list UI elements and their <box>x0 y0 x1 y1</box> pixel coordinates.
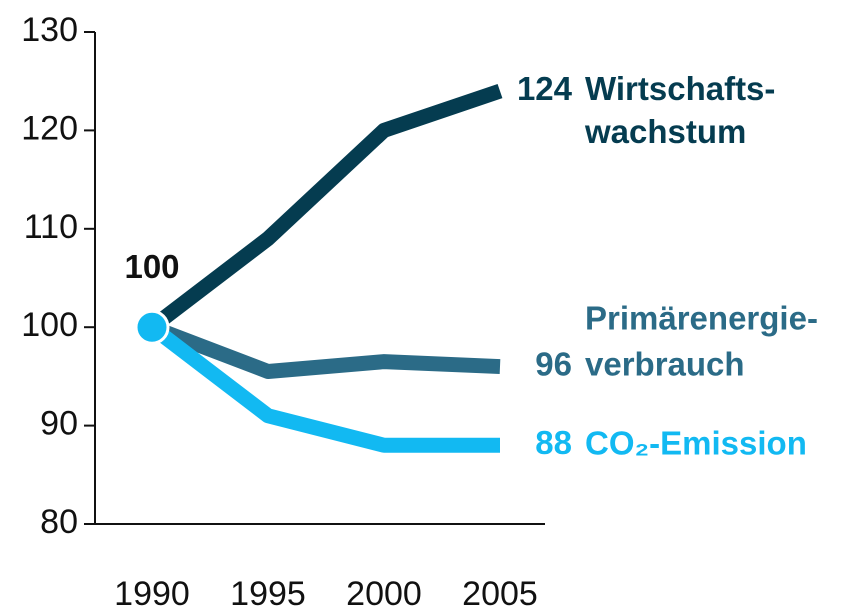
series-label-line: verbrauch <box>585 345 745 382</box>
y-tick-label: 90 <box>40 405 78 443</box>
x-tick-label: 2000 <box>346 575 422 613</box>
line <box>149 320 501 379</box>
end-value-label: 96 <box>535 345 572 382</box>
x-tick-label: 2005 <box>462 575 538 613</box>
end-value-label: 124 <box>517 70 573 107</box>
series-label-line: wachstum <box>584 113 746 150</box>
series-label-line: CO₂-Emission <box>585 424 807 461</box>
y-tick-label: 120 <box>21 109 78 147</box>
start-value-label: 100 <box>124 248 179 285</box>
series-label: CO₂-Emission <box>585 424 807 461</box>
y-tick-label: 110 <box>24 208 78 246</box>
series-label: Primärenergie-verbrauch <box>585 299 818 382</box>
x-tick-label: 1990 <box>114 575 190 613</box>
y-tick-label: 100 <box>21 306 78 344</box>
start-marker <box>134 309 170 345</box>
y-tick-label: 80 <box>40 503 78 541</box>
series-label-line: Primärenergie- <box>585 299 818 336</box>
line <box>147 83 503 334</box>
series-label: Wirtschafts-wachstum <box>584 70 775 150</box>
series-label-line: Wirtschafts- <box>585 70 775 107</box>
x-tick-label: 1995 <box>230 575 306 613</box>
y-tick-label: 130 <box>21 11 78 49</box>
end-value-label: 88 <box>535 424 572 461</box>
line <box>147 321 500 453</box>
